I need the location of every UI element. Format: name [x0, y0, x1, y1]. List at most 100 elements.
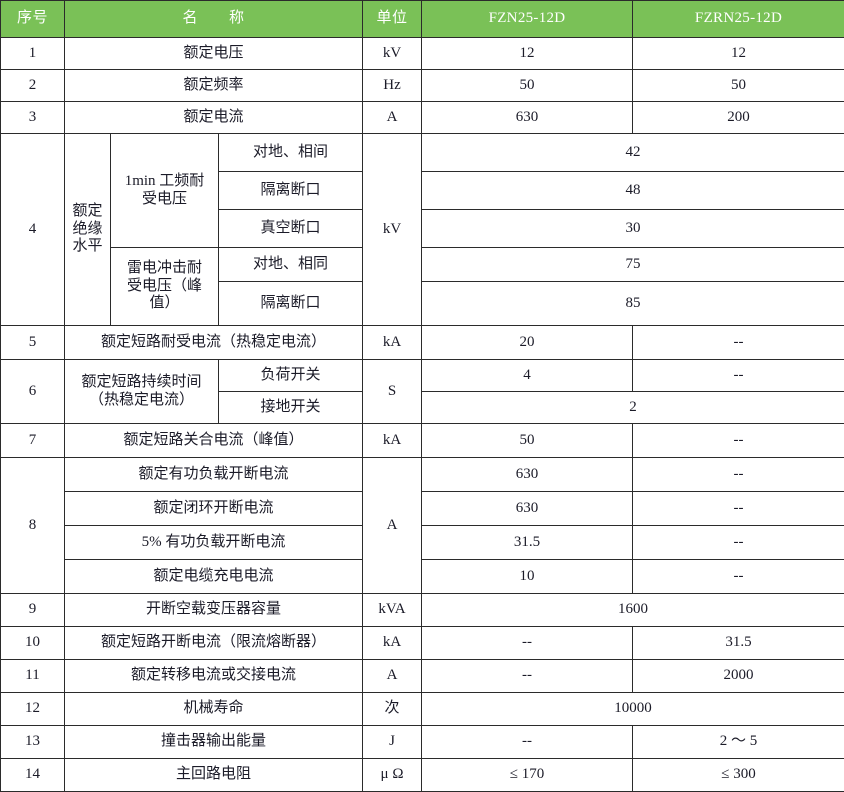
row-unit: kV [363, 134, 422, 326]
row-seq: 12 [1, 693, 65, 726]
sub-item-value-model1: 4 [422, 360, 633, 392]
sub-item-value: 75 [422, 248, 844, 282]
sub-item-name: 5% 有功负载开断电流 [65, 526, 363, 560]
group-label-line1: 1min 工频耐 [114, 173, 215, 191]
sub-item-value-model1: 630 [422, 458, 633, 492]
sub-item-name: 隔离断口 [219, 172, 363, 210]
row-unit: A [363, 660, 422, 693]
row-value-model1: -- [422, 726, 633, 759]
row-seq: 3 [1, 102, 65, 134]
row-value-model2: 200 [633, 102, 844, 134]
table-row: 2 额定频率 Hz 50 50 [1, 70, 844, 102]
row-name: 撞击器输出能量 [65, 726, 363, 759]
row-name: 额定转移电流或交接电流 [65, 660, 363, 693]
row-unit: kV [363, 38, 422, 70]
table-row: 10 额定短路开断电流（限流熔断器） kA -- 31.5 [1, 627, 844, 660]
row-value-model2: 31.5 [633, 627, 844, 660]
row-name: 额定电流 [65, 102, 363, 134]
sub-item-value: 85 [422, 282, 844, 326]
row-seq: 5 [1, 326, 65, 360]
table-row: 额定闭环开断电流 630 -- [1, 492, 844, 526]
table-body: 1 额定电压 kV 12 12 2 额定频率 Hz 50 50 3 额定电流 A… [1, 38, 844, 792]
table-row: 14 主回路电阻 μ Ω ≤ 170 ≤ 300 [1, 759, 844, 792]
table-row: 11 额定转移电流或交接电流 A -- 2000 [1, 660, 844, 693]
table-row: 8 额定有功负载开断电流 A 630 -- [1, 458, 844, 492]
table-row: 1 额定电压 kV 12 12 [1, 38, 844, 70]
sub-item-value-model1: 31.5 [422, 526, 633, 560]
row-value-model1: 50 [422, 424, 633, 458]
sub-item-value-model2: -- [633, 560, 844, 594]
row-value-model2: -- [633, 424, 844, 458]
sub-item-name: 接地开关 [219, 392, 363, 424]
header-row: 序号 名 称 单位 FZN25-12D FZRN25-12D [1, 1, 844, 38]
sub-item-name: 隔离断口 [219, 282, 363, 326]
column-header-name: 名 称 [65, 1, 363, 38]
row-seq: 11 [1, 660, 65, 693]
row-unit: Hz [363, 70, 422, 102]
row-seq: 8 [1, 458, 65, 594]
row-name: 额定电压 [65, 38, 363, 70]
sub-item-name: 额定闭环开断电流 [65, 492, 363, 526]
sub-item-value-model1: 630 [422, 492, 633, 526]
row-unit: kVA [363, 594, 422, 627]
table-row: 雷电冲击耐 受电压（峰 值） 对地、相同 75 [1, 248, 844, 282]
row-seq: 9 [1, 594, 65, 627]
row-seq: 2 [1, 70, 65, 102]
group-label-line3: 值） [114, 295, 215, 313]
row-value-model1: 20 [422, 326, 633, 360]
sub-item-value-model2: -- [633, 360, 844, 392]
row-name: 额定短路关合电流（峰值） [65, 424, 363, 458]
row-unit: kA [363, 627, 422, 660]
row-name: 机械寿命 [65, 693, 363, 726]
sub-item-value: 42 [422, 134, 844, 172]
row-value-model2: ≤ 300 [633, 759, 844, 792]
sub-item-value-model2: -- [633, 458, 844, 492]
table-row: 7 额定短路关合电流（峰值） kA 50 -- [1, 424, 844, 458]
column-header-seq: 序号 [1, 1, 65, 38]
sub-item-name: 额定有功负载开断电流 [65, 458, 363, 492]
insulation-level-label-text: 额定绝缘水平 [68, 203, 107, 256]
sub-item-value: 30 [422, 210, 844, 248]
row-name: 额定频率 [65, 70, 363, 102]
group-label-lightning-impulse: 雷电冲击耐 受电压（峰 值） [111, 248, 219, 326]
table-row: 12 机械寿命 次 10000 [1, 693, 844, 726]
sub-item-value-model1: 10 [422, 560, 633, 594]
row-value-model1: 12 [422, 38, 633, 70]
table-row: 5% 有功负载开断电流 31.5 -- [1, 526, 844, 560]
insulation-level-label: 额定绝缘水平 [65, 134, 111, 326]
row-seq: 1 [1, 38, 65, 70]
sub-item-value-model2: -- [633, 492, 844, 526]
sub-item-name: 对地、相间 [219, 134, 363, 172]
table-row: 9 开断空载变压器容量 kVA 1600 [1, 594, 844, 627]
row-seq: 13 [1, 726, 65, 759]
row-value-model1: -- [422, 660, 633, 693]
sub-item-value: 48 [422, 172, 844, 210]
row-name: 额定短路开断电流（限流熔断器） [65, 627, 363, 660]
sub-item-name: 对地、相同 [219, 248, 363, 282]
row-unit: μ Ω [363, 759, 422, 792]
row-unit: A [363, 458, 422, 594]
row-value-model2: 12 [633, 38, 844, 70]
table-header: 序号 名 称 单位 FZN25-12D FZRN25-12D [1, 1, 844, 38]
sub-item-name: 额定电缆充电电流 [65, 560, 363, 594]
row-name-line1: 额定短路持续时间 [68, 374, 215, 392]
row-unit: S [363, 360, 422, 424]
row-seq: 7 [1, 424, 65, 458]
row-value-merged: 1600 [422, 594, 844, 627]
row-unit: J [363, 726, 422, 759]
row-value-model2: 2 ～ 5 [633, 726, 844, 759]
group-label-line1: 雷电冲击耐 [114, 260, 215, 278]
column-header-model-fzrn25: FZRN25-12D [633, 1, 844, 38]
row-value-model1: 630 [422, 102, 633, 134]
column-header-unit: 单位 [363, 1, 422, 38]
row-unit: A [363, 102, 422, 134]
row-name: 额定短路持续时间 （热稳定电流） [65, 360, 219, 424]
row-value-model2: 2000 [633, 660, 844, 693]
group-label-line2: 受电压（峰 [114, 278, 215, 296]
row-seq: 4 [1, 134, 65, 326]
group-label-power-frequency: 1min 工频耐 受电压 [111, 134, 219, 248]
row-unit: kA [363, 326, 422, 360]
table-row: 5 额定短路耐受电流（热稳定电流） kA 20 -- [1, 326, 844, 360]
row-seq: 10 [1, 627, 65, 660]
